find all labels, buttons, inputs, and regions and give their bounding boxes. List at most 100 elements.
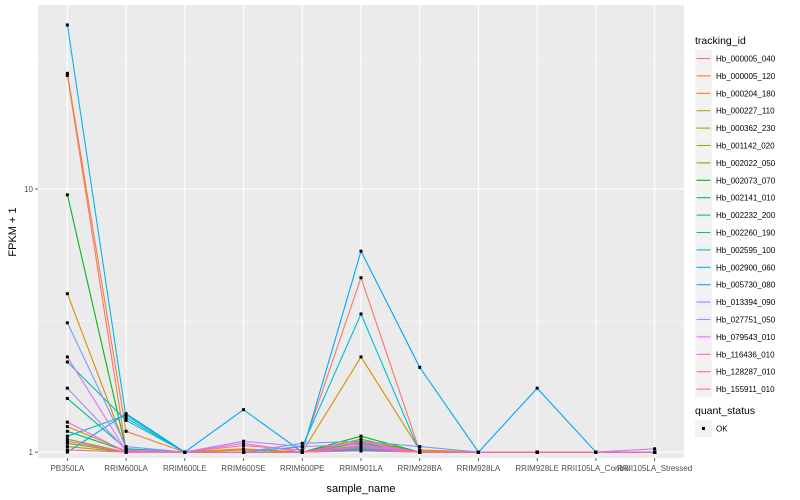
data-point	[65, 448, 69, 452]
shape-legend-key-square	[702, 427, 705, 430]
legend-label: Hb_002260_190	[716, 229, 776, 238]
data-point	[359, 449, 363, 453]
data-point	[183, 450, 187, 454]
data-point	[242, 439, 246, 443]
data-point	[124, 429, 128, 433]
legend-label: Hb_027751_050	[716, 316, 776, 325]
data-point	[359, 446, 363, 450]
data-point	[418, 365, 422, 369]
data-point	[65, 321, 69, 325]
data-point	[65, 360, 69, 364]
legend-label: Hb_002022_050	[716, 159, 776, 168]
y-axis: 1 10	[24, 185, 38, 457]
data-point	[65, 445, 69, 449]
data-point	[242, 450, 246, 454]
x-tick-label: RRIM901LA	[339, 464, 383, 473]
legend-label: Hb_000362_230	[716, 124, 776, 133]
legend-label: Hb_000204_180	[716, 89, 776, 98]
data-point	[359, 276, 363, 280]
color-legend-title: tracking_id	[695, 35, 746, 47]
x-tick-label: RRIM600LE	[163, 464, 207, 473]
data-point	[65, 193, 69, 197]
data-point	[359, 440, 363, 444]
data-point	[242, 447, 246, 451]
legend-label: Hb_005730_080	[716, 281, 776, 290]
legend-label: Hb_002595_100	[716, 246, 776, 255]
legend-label: Hb_000005_040	[716, 55, 776, 64]
data-point	[124, 450, 128, 454]
data-point	[65, 71, 69, 75]
data-point	[242, 441, 246, 445]
data-point	[65, 450, 69, 454]
data-point	[65, 73, 69, 77]
data-point	[65, 23, 69, 27]
data-point	[65, 437, 69, 441]
legend-label: Hb_000227_110	[716, 107, 775, 116]
data-point	[65, 355, 69, 359]
data-point	[124, 413, 128, 417]
x-tick-label: RRIM600SE	[221, 464, 265, 473]
data-point	[65, 429, 69, 433]
data-point	[65, 439, 69, 443]
x-tick-label: PB350LA	[50, 464, 84, 473]
data-point	[65, 441, 69, 445]
y-axis-title: FPKM + 1	[7, 207, 19, 256]
x-tick-label: RRIM928LE	[515, 464, 559, 473]
legend-label: Hb_116436_010	[716, 350, 775, 359]
shape-legend: OK	[695, 420, 728, 437]
y-tick-label: 10	[24, 185, 33, 194]
data-point	[359, 437, 363, 441]
data-point	[124, 418, 128, 422]
x-tick-label: RRII105LA_Control	[561, 464, 631, 473]
legend: tracking_id Hb_000005_040Hb_000005_120Hb…	[695, 35, 776, 437]
data-point	[300, 445, 304, 449]
data-point	[418, 445, 422, 449]
data-point	[359, 442, 363, 446]
x-tick-label: RRII105LA_Stressed	[617, 464, 692, 473]
y-tick-label: 1	[29, 448, 34, 457]
data-point	[535, 386, 539, 390]
data-point	[359, 434, 363, 438]
legend-label: Hb_128287_010	[716, 368, 776, 377]
data-point	[124, 412, 128, 416]
x-tick-label: RRIM600PE	[280, 464, 324, 473]
data-point	[476, 450, 480, 454]
x-axis-title: sample_name	[326, 483, 395, 495]
legend-label: Hb_002900_060	[716, 263, 776, 272]
shape-legend-title: quant_status	[695, 405, 755, 417]
data-points	[65, 23, 657, 454]
x-tick-label: RRIM928LA	[457, 464, 501, 473]
legend-label: Hb_013394_090	[716, 298, 776, 307]
data-point	[124, 416, 128, 420]
legend-label: Hb_001142_020	[716, 142, 775, 151]
legend-label: Hb_002073_070	[716, 176, 776, 185]
legend-label: Hb_155911_010	[716, 385, 775, 394]
shape-legend-label: OK	[716, 425, 728, 434]
legend-label: Hb_002232_200	[716, 211, 776, 220]
data-point	[65, 292, 69, 296]
data-point	[65, 386, 69, 390]
color-legend: Hb_000005_040 Hb_000005_120 Hb_000204_180 H…	[695, 50, 776, 398]
x-tick-label: RRIM600LA	[104, 464, 148, 473]
legend-label: Hb_002141_010	[716, 194, 776, 203]
data-point	[242, 443, 246, 447]
data-point	[418, 448, 422, 452]
data-point	[124, 445, 128, 449]
data-point	[65, 425, 69, 429]
legend-label: Hb_079543_010	[716, 333, 776, 342]
x-tick-label: RRIM928BA	[397, 464, 442, 473]
data-point	[359, 312, 363, 316]
data-point	[300, 441, 304, 445]
data-point	[65, 420, 69, 424]
data-point	[418, 450, 422, 454]
legend-label: Hb_000005_120	[716, 72, 776, 81]
data-point	[594, 450, 598, 454]
data-point	[653, 447, 657, 451]
data-point	[242, 408, 246, 412]
x-axis: PB350LA RRIM600LA RRIM600LE RRIM600SE RRIM60…	[50, 458, 692, 473]
data-point	[535, 450, 539, 454]
data-point	[653, 450, 657, 454]
data-point	[359, 355, 363, 359]
data-point	[65, 434, 69, 438]
